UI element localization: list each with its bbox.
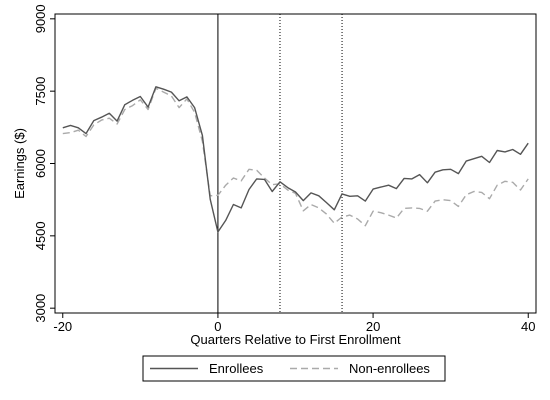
x-axis: -20 0 20 40: [53, 313, 535, 334]
y-tick-label: 7500: [33, 77, 48, 106]
series-lines: [62, 86, 529, 233]
legend-label-enrollees: Enrollees: [209, 361, 264, 376]
x-tick-label: 0: [214, 319, 221, 334]
x-tick-label: -20: [53, 319, 72, 334]
legend-label-non-enrollees: Non-enrollees: [349, 361, 430, 376]
x-tick-label: 20: [366, 319, 380, 334]
reference-lines: [217, 14, 343, 313]
y-tick-label: 4500: [33, 221, 48, 250]
plot-frame: [54, 13, 537, 314]
y-tick-label: 6000: [33, 149, 48, 178]
y-axis: 3000 4500 6000 7500 9000: [33, 4, 55, 323]
series-line-non-enrollees: [62, 87, 529, 227]
y-axis-title: Earnings ($): [12, 128, 27, 199]
x-tick-label: 40: [521, 319, 535, 334]
x-axis-title: Quarters Relative to First Enrollment: [190, 332, 401, 347]
series-line-enrollees: [62, 86, 529, 233]
y-tick-label: 3000: [33, 294, 48, 323]
y-tick-label: 9000: [33, 4, 48, 33]
legend: Enrollees Non-enrollees: [142, 355, 446, 382]
